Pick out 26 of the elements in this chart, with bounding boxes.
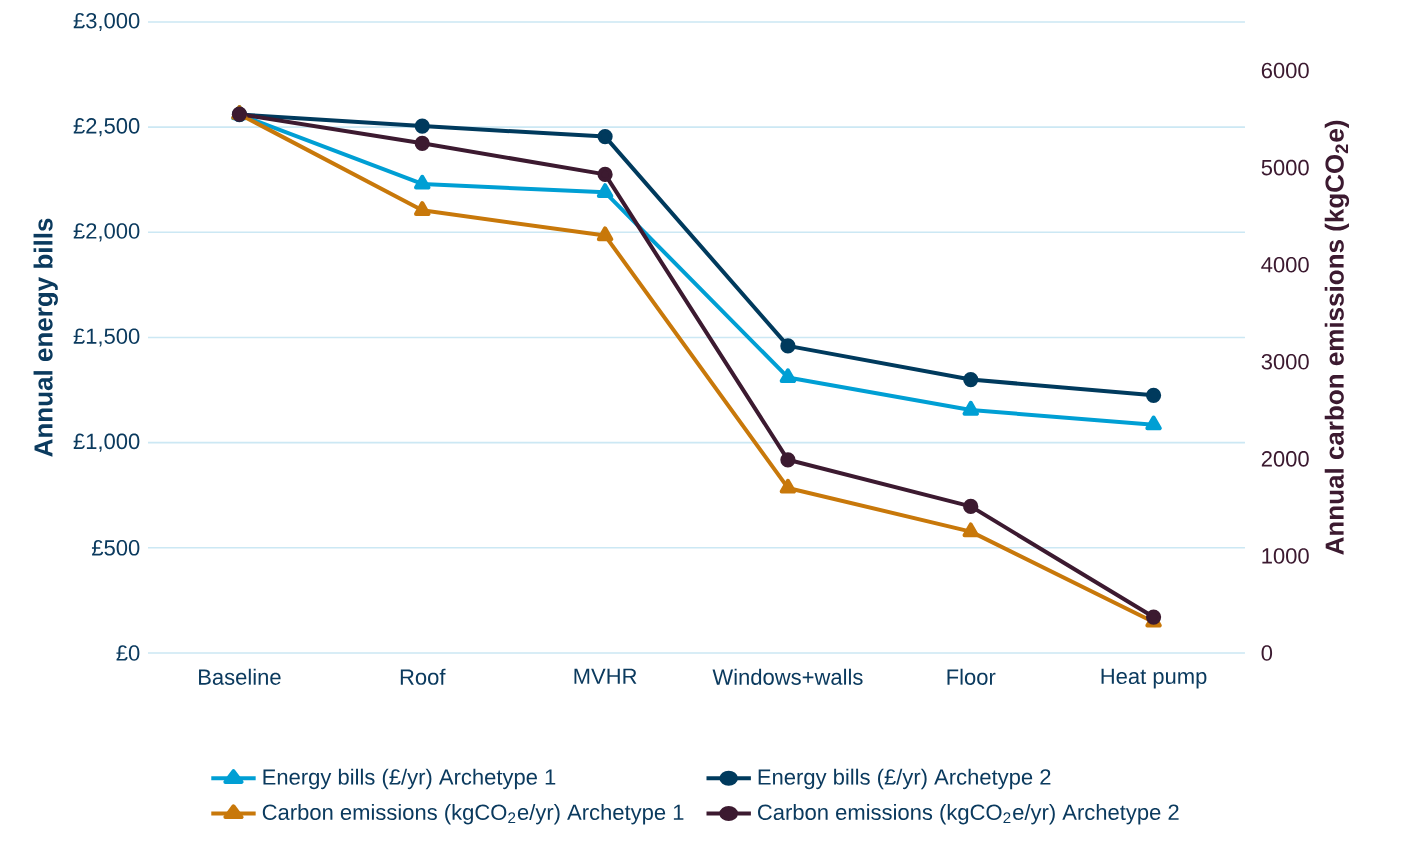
y2-axis-title: Annual carbon emissions (kgCO$_{2}$e)	[1324, 120, 1350, 555]
y-tick-label: £2,500	[73, 118, 140, 137]
legend-label: Energy bills (£/yr) Archetype 2	[758, 768, 1051, 790]
x-tick-label: Windows+walls	[712, 668, 863, 685]
legend-label: Carbon emissions (kgCO$_{2}$e/yr) Archetype 1	[262, 803, 684, 825]
x-tick-label: MVHR	[574, 668, 637, 684]
y-tick-label: £1,500	[73, 328, 140, 347]
y2-tick-label: 4000	[1261, 256, 1309, 273]
y2-tick-label: 3000	[1261, 353, 1309, 370]
x-tick-label: Roof	[400, 668, 446, 685]
y2-tick-label: 0	[1261, 645, 1273, 661]
y2-tick-label: 6000	[1261, 62, 1309, 79]
y-tick-label: £3,000	[73, 12, 140, 32]
x-tick-label: Baseline	[199, 668, 281, 685]
y-tick-label: £0	[116, 645, 140, 661]
y-tick-label: £1,000	[73, 433, 140, 452]
y2-tick-label: 1000	[1262, 548, 1309, 564]
y-tick-label: £2,000	[73, 223, 140, 242]
y-tick-label: £500	[91, 540, 140, 556]
y2-tick-label: 5000	[1261, 159, 1309, 176]
y-axis-title: Annual energy bills	[33, 218, 58, 457]
y2-tick-label: 2000	[1261, 451, 1309, 467]
x-tick-label: Heat pump	[1101, 668, 1207, 689]
legend-label: Energy bills (£/yr) Archetype 1	[263, 768, 556, 790]
legend-label: Carbon emissions (kgCO$_{2}$e/yr) Archetype 2	[758, 803, 1179, 825]
x-tick-label: Floor	[947, 668, 996, 685]
